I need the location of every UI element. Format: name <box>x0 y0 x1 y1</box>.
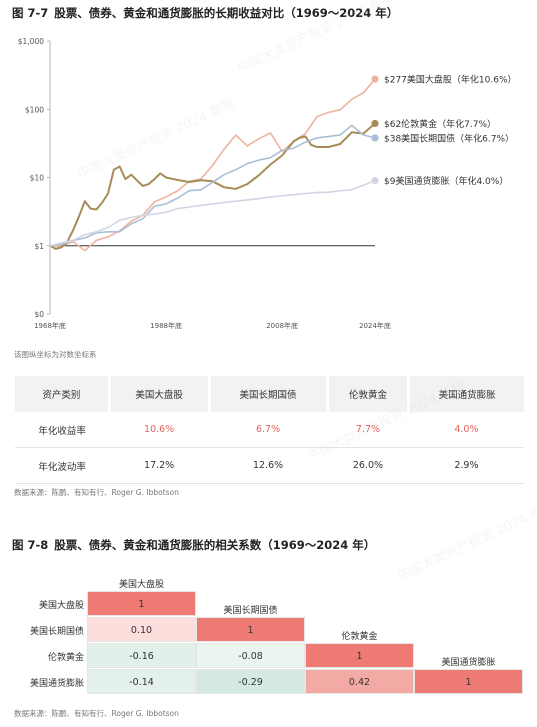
series-line-2 <box>49 122 376 250</box>
stats-table: 资产类别 美国大盘股 美国长期国债 伦敦黄金 美国通货膨胀 年化收益率 10.6% 6.7%… <box>15 376 524 484</box>
figure-title: 图 7-7 股票、债券、黄金和通货膨胀的长期收益对比（1969～2024 年） <box>12 5 398 21</box>
y-tick-label: $1,000 <box>18 37 44 46</box>
table-cell: 6.7% <box>209 412 328 448</box>
table-header-cell: 美国通货膨胀 <box>407 376 524 412</box>
figure2-number: 图 7-8 <box>12 538 49 552</box>
matrix-column-label: 美国长期国债 <box>223 606 278 616</box>
table-header-cell: 美国长期国债 <box>207 376 328 412</box>
figure2-title: 图 7-8 股票、债券、黄金和通货膨胀的相关系数（1969～2024 年） <box>12 537 375 553</box>
y-tick-label: $0 <box>34 310 44 319</box>
matrix-cell: -0.29 <box>196 669 305 694</box>
series-end-label: $277美国大盘股（年化10.6%） <box>384 74 517 86</box>
series-end-label: $38美国长期国债（年化6.7%） <box>384 132 514 144</box>
series-end-point <box>371 134 379 142</box>
x-tick-label: 2024年底 <box>359 321 391 330</box>
y-tick-label: $10 <box>30 174 45 183</box>
x-tick-label: 2008年底 <box>266 321 298 330</box>
matrix-row-label: 美国通货膨胀 <box>29 679 84 689</box>
y-tick-label: $100 <box>25 105 44 114</box>
series-line-1 <box>49 78 376 252</box>
matrix-diagonal-cell: 1 <box>87 591 196 616</box>
matrix-cell: 0.42 <box>305 669 414 694</box>
matrix-diagonal-cell: 1 <box>414 669 523 694</box>
table-cell: 7.7% <box>327 412 409 448</box>
series-end-point <box>371 75 379 83</box>
figure-title-text: 股票、债券、黄金和通货膨胀的长期收益对比（1969～2024 年） <box>54 6 399 20</box>
table-cell: 2.9% <box>408 447 524 484</box>
table-cell: 26.0% <box>327 447 409 484</box>
figure2-title-text: 股票、债券、黄金和通货膨胀的相关系数（1969～2024 年） <box>54 538 376 552</box>
table-row: 年化收益率 10.6% 6.7% 7.7% 4.0% <box>15 412 524 448</box>
matrix-cell: 0.10 <box>87 617 196 642</box>
matrix-row-label: 伦敦黄金 <box>47 653 84 663</box>
matrix-cell: -0.08 <box>196 643 305 668</box>
matrix-cell: -0.14 <box>87 669 196 694</box>
x-tick-label: 1988年底 <box>150 321 182 330</box>
table-row: 年化波动率 17.2% 12.6% 26.0% 2.9% <box>15 447 524 484</box>
series-line-4 <box>49 179 376 247</box>
row-label: 年化波动率 <box>15 447 110 484</box>
series-end-point <box>371 177 379 185</box>
matrix-cell: -0.16 <box>87 643 196 668</box>
chart-note: 该图纵坐标为对数坐标系 <box>14 350 97 359</box>
series-end-label: $62伦敦黄金（年化7.7%） <box>384 118 496 130</box>
series-line-3 <box>49 124 376 247</box>
matrix-row-label: 美国大盘股 <box>38 601 84 611</box>
y-tick-label: $1 <box>34 242 44 251</box>
table-cell: 4.0% <box>408 412 524 448</box>
figure-number: 图 7-7 <box>12 6 49 20</box>
matrix-column-label: 美国通货膨胀 <box>441 658 496 668</box>
row-label: 年化收益率 <box>15 412 110 448</box>
table-cell: 12.6% <box>209 447 328 484</box>
matrix-diagonal-cell: 1 <box>305 643 414 668</box>
table-header-cell: 美国大盘股 <box>107 376 210 412</box>
matrix-column-label: 伦敦黄金 <box>341 632 378 642</box>
source-note-1: 数据来源：陈鹏、有知有行、Roger G. Ibbotson <box>14 488 179 497</box>
matrix-diagonal-cell: 1 <box>196 617 305 642</box>
x-tick-label: 1968年底 <box>34 321 66 330</box>
series-end-point <box>371 119 379 128</box>
table-cell: 17.2% <box>109 447 210 484</box>
source-note-2: 数据来源：陈鹏、有知有行、Roger G. Ibbotson <box>14 709 179 718</box>
matrix-column-label: 美国大盘股 <box>118 580 164 590</box>
table-header-cell: 伦敦黄金 <box>325 376 409 412</box>
table-cell: 10.6% <box>109 412 210 448</box>
long-term-return-chart: $1,000 $100 $10 $1 $0 1968年底 1988年底 2008年底 2024年… <box>18 37 517 330</box>
table-header-cell: 资产类别 <box>15 376 110 412</box>
matrix-row-label: 美国长期国债 <box>29 627 84 637</box>
series-end-label: $9美国通货膨胀（年化4.0%） <box>384 175 508 187</box>
